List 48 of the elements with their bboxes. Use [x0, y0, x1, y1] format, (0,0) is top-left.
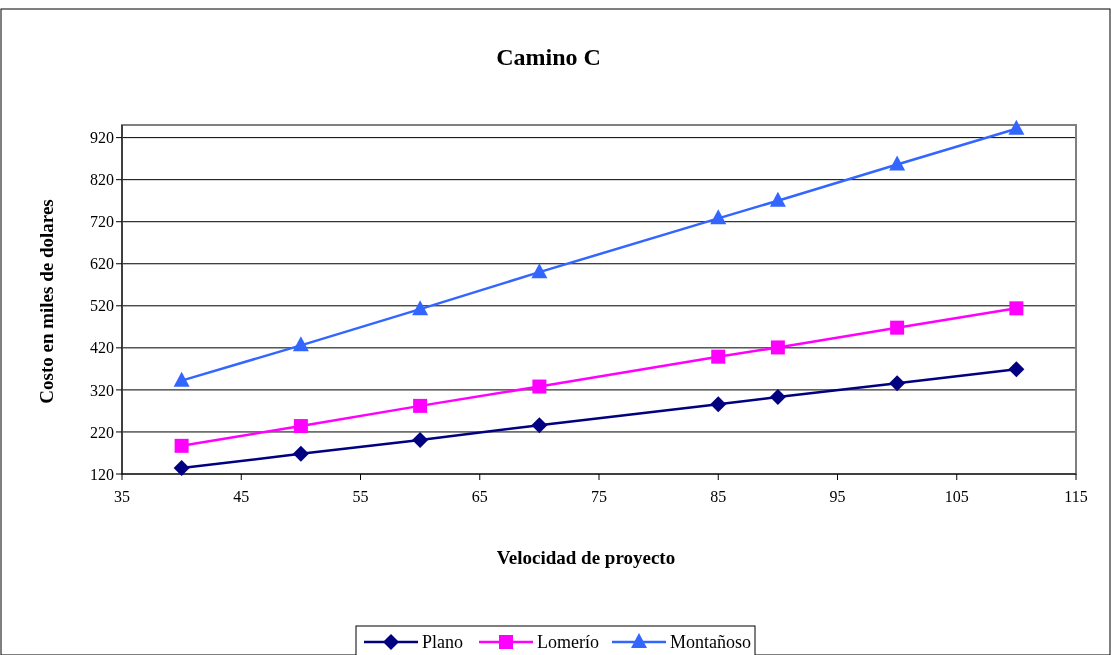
chart-title: Camino C: [496, 44, 601, 70]
y-tick-label: 320: [90, 381, 114, 399]
point: [412, 300, 429, 316]
x-tick-label: 45: [233, 488, 250, 505]
y-tick-label: 120: [90, 465, 114, 483]
x-axis-title: Velocidad de proyecto: [496, 547, 676, 568]
point: [889, 155, 906, 171]
x-tick-label: 85: [710, 488, 727, 505]
point: [711, 349, 726, 364]
x-tick-label: 105: [944, 488, 969, 505]
point: [889, 375, 906, 392]
point: [1009, 301, 1024, 316]
x-tick-label: 35: [114, 488, 130, 505]
point: [292, 445, 309, 462]
x-tick-label: 115: [1064, 488, 1088, 505]
point: [531, 417, 548, 434]
x-tick-label: 75: [591, 488, 607, 505]
point: [173, 460, 190, 477]
y-tick-label: 620: [90, 255, 114, 273]
point: [710, 209, 727, 225]
point: [710, 396, 727, 413]
y-tick-label: 420: [90, 339, 114, 357]
point: [532, 379, 547, 394]
y-tick-label: 820: [90, 171, 114, 189]
y-tick-label: 920: [90, 129, 114, 147]
x-tick-label: 65: [471, 488, 488, 505]
point: [174, 438, 189, 453]
x-tick-label: 95: [829, 488, 846, 505]
point: [1008, 119, 1025, 135]
point: [413, 398, 428, 413]
y-axis-title: Costo en miles de dolares: [36, 199, 57, 404]
point: [769, 389, 786, 406]
y-tick-label: 220: [90, 423, 114, 441]
legend-label: Lomerío: [537, 632, 599, 653]
point: [890, 320, 905, 335]
point: [770, 340, 785, 355]
point: [173, 371, 190, 387]
legend-label: Montañoso: [670, 632, 751, 653]
point: [769, 191, 786, 207]
point: [293, 419, 308, 434]
x-tick-label: 55: [352, 488, 369, 505]
legend-label: Plano: [422, 632, 464, 653]
point: [412, 431, 429, 448]
point: [292, 336, 309, 352]
y-tick-label: 520: [90, 297, 114, 315]
y-tick-label: 720: [90, 213, 114, 231]
point: [1008, 361, 1025, 378]
point: [531, 263, 548, 279]
